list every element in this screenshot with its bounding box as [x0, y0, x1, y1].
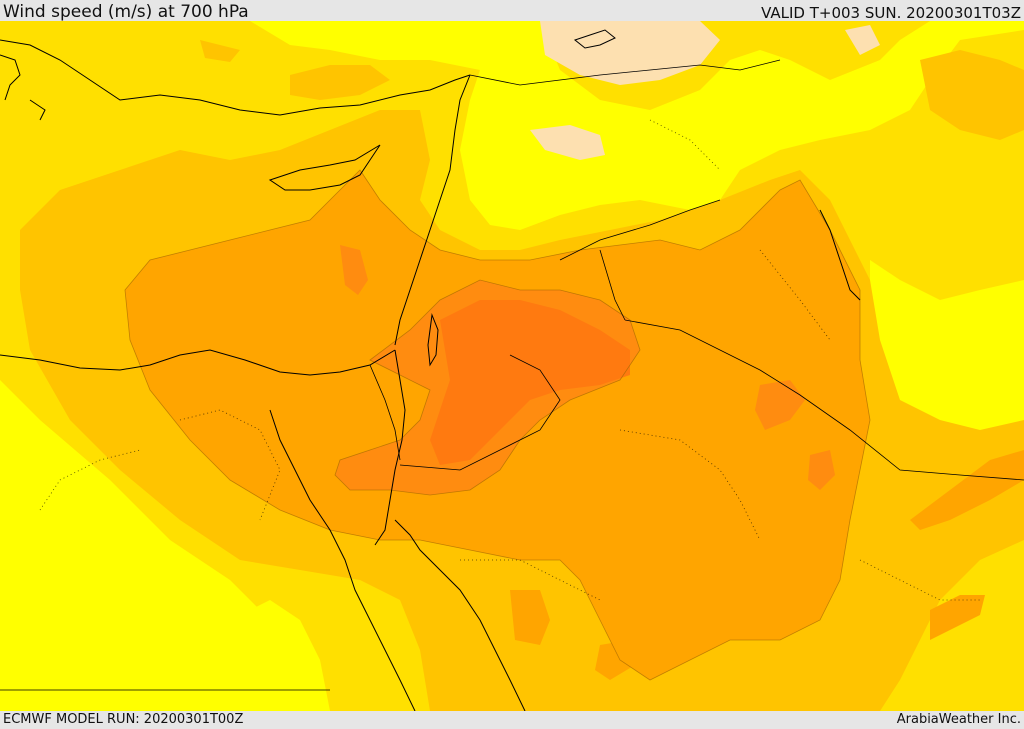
persian-gulf-coast — [819, 209, 861, 301]
header-bar: Wind speed (m/s) at 700 hPa VALID T+003 … — [0, 0, 1024, 22]
levant-coast — [394, 74, 471, 346]
turkey-south-coast — [0, 39, 471, 116]
provider-label: ArabiaWeather Inc. — [896, 712, 1021, 727]
cyprus-outline — [268, 144, 381, 191]
red-sea-west-coast — [269, 409, 416, 711]
strong-wind-patch-gulf — [595, 640, 635, 680]
country-borders — [0, 59, 1024, 691]
strong-wind-patch-south — [510, 590, 550, 645]
core-wind-patch-east — [808, 450, 835, 490]
egypt-north-coast — [0, 349, 396, 376]
border-israel-egypt — [369, 364, 401, 461]
model-run-label: ECMWF MODEL RUN: 20200301T00Z — [3, 712, 244, 727]
border-syria-iraq — [559, 199, 721, 261]
core-wind-patch-northwest — [340, 245, 368, 295]
low-wind-zone-south-coast — [230, 600, 330, 711]
border-saudi-iraq — [624, 319, 1024, 481]
wind-contours — [124, 169, 871, 681]
valid-time: VALID T+003 SUN. 20200301T03Z — [761, 4, 1021, 22]
admin-boundaries — [39, 119, 980, 601]
moderate-wind-patch-north — [200, 40, 240, 62]
low-wind-zone-east — [870, 260, 1024, 440]
border-jordan-saudi — [399, 354, 561, 471]
border-jordan-iraq — [599, 249, 626, 321]
coastlines — [0, 29, 861, 711]
aegean-islands — [0, 54, 46, 121]
black-sea-fragment — [573, 29, 616, 49]
border-turkey-syria — [469, 59, 781, 86]
moderate-wind-patch-cyprus — [290, 65, 390, 100]
red-sea-east-coast — [394, 519, 526, 711]
calm-zone-northeast — [845, 25, 880, 55]
strong-wind-patch-southeast — [910, 450, 1024, 530]
low-wind-zone-north — [250, 21, 1024, 230]
map-title: Wind speed (m/s) at 700 hPa — [3, 2, 249, 22]
calm-zone-lake — [530, 125, 605, 160]
core-wind-patch-center — [755, 380, 805, 430]
footer-bar: ECMWF MODEL RUN: 20200301T00Z ArabiaWeat… — [0, 711, 1024, 729]
dead-sea — [427, 313, 439, 367]
gulf-of-suez — [374, 349, 406, 546]
wind-speed-map[interactable] — [0, 21, 1024, 711]
max-wind-zone — [430, 300, 630, 465]
strong-wind-patch-east — [930, 595, 985, 640]
moderate-wind-patch-northeast — [920, 50, 1024, 140]
